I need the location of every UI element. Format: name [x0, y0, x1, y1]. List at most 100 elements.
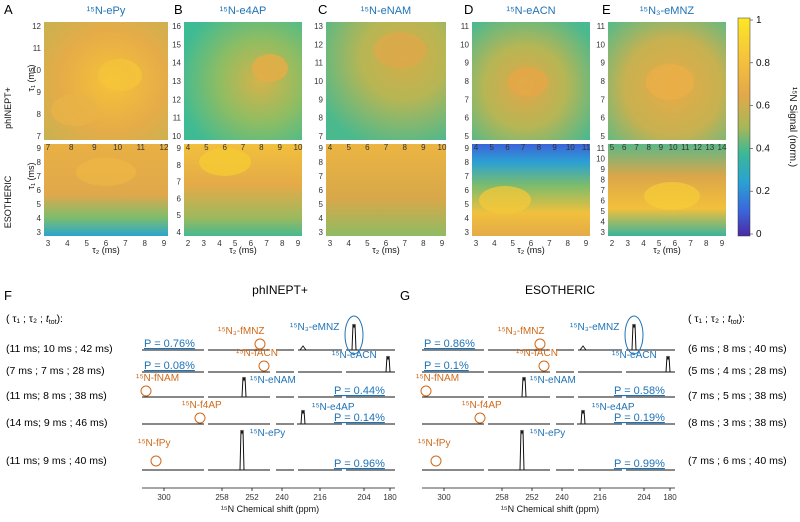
chemical-shift-axis-label: ¹⁵N Chemical shift (ppm) [221, 504, 319, 514]
x-tick-label: 4 [186, 143, 191, 152]
y-tick-label: 5 [601, 132, 606, 141]
x-tick-label: 9 [584, 239, 589, 248]
y-tick-label: 10 [596, 40, 605, 49]
f-species-circle [254, 338, 266, 350]
spectrum-peak [579, 345, 587, 351]
x-tick-label: 7 [264, 239, 269, 248]
contour-hotspot [644, 182, 700, 210]
polarization-value: P = 0.44% [334, 385, 385, 397]
y-tick-label: 9 [601, 165, 606, 174]
panel-letters: A B C D E F G [4, 2, 611, 303]
x-tick-label: 8 [280, 239, 285, 248]
x-tick-label: 5 [84, 239, 89, 248]
x-tick-label: 9 [277, 143, 282, 152]
colorbar: 1 0.8 0.6 0.4 0.2 0 ¹⁵N Signal (norm.) [737, 15, 798, 240]
y-tick-label: 9 [37, 88, 42, 97]
panel-letter-e: E [602, 2, 611, 17]
y-tick-label: 10 [314, 77, 323, 86]
axis-tick-label: 252 [525, 493, 539, 502]
axis-tick-label: 258 [495, 493, 509, 502]
x-tick-label: 8 [142, 239, 147, 248]
y-tick-label: 8 [601, 176, 606, 185]
contour-hotspot [479, 186, 531, 214]
spectrum-peak [238, 376, 250, 398]
axis-tick-label: 180 [663, 493, 677, 502]
axis-tick-label: 216 [313, 493, 327, 502]
y-tick-label: 6 [37, 186, 42, 195]
spectrum-peak [382, 355, 394, 373]
y-tick-label: 6 [319, 186, 324, 195]
spectra-panel-f: phINEPT+ ( τ₁ ; τ₂ ; ttot): (11 ms; 10 ms … [6, 283, 397, 514]
y-tick-label: 5 [601, 207, 606, 216]
x-axis-label: τ₂ (ms) [653, 245, 681, 255]
y-tick-label: 12 [32, 22, 41, 31]
x-tick-label: 6 [365, 143, 370, 152]
x-axis-label: τ₂ (ms) [372, 245, 400, 255]
contour-map-epy-esotheric [44, 144, 168, 236]
params-header: ( τ₁ ; τ₂ ; ttot): [688, 313, 745, 326]
x-tick-label: 8 [704, 239, 709, 248]
e-species-label: ¹⁵N-eACN [612, 350, 657, 361]
colorbar-tick-label: 0.2 [756, 186, 770, 197]
x-tick-label: 10 [566, 143, 575, 152]
y-tick-label: 12 [314, 40, 323, 49]
e-species-label: ¹⁵N-eNAM [250, 375, 296, 386]
x-axis-label: τ₂ (ms) [92, 245, 120, 255]
y-tick-label: 13 [314, 22, 323, 31]
x-tick-label: 7 [123, 239, 128, 248]
y-tick-label: 11 [597, 144, 606, 153]
polarization-value: P = 0.14% [334, 412, 385, 424]
chemical-shift-axis-label: ¹⁵N Chemical shift (ppm) [501, 504, 599, 514]
x-tick-label: 10 [438, 143, 447, 152]
x-tick-label: 11 [137, 143, 146, 152]
y-tick-label: 3 [319, 228, 324, 237]
y-tick-label: 4 [465, 214, 470, 223]
y-tick-label: 3 [465, 228, 470, 237]
y-tick-label: 6 [465, 186, 470, 195]
x-tick-label: 6 [505, 143, 510, 152]
y-tick-label: 16 [172, 22, 181, 31]
contour-hotspot [646, 64, 694, 100]
x-tick-label: 8 [646, 143, 651, 152]
contour-map-e4ap-phinept [184, 22, 302, 140]
spectrum-peak [299, 345, 307, 351]
e-species-label: ¹⁵N-ePy [250, 428, 285, 439]
axis-tick-label: 300 [157, 493, 171, 502]
e-species-label: ¹⁵N₃-eMNZ [290, 322, 339, 333]
x-tick-label: 7 [241, 143, 246, 152]
y-tick-label: 7 [177, 178, 182, 187]
y-tick-label: 11 [173, 114, 182, 123]
x-tick-label: 9 [440, 239, 445, 248]
x-tick-label: 8 [69, 143, 74, 152]
y-tick-label: 8 [37, 158, 42, 167]
row-params: (7 ms ; 5 ms ; 38 ms) [688, 390, 787, 402]
x-tick-label: 14 [718, 143, 727, 152]
x-tick-label: 6 [673, 239, 678, 248]
x-tick-label: 4 [346, 239, 351, 248]
map-title: ¹⁵N-e4AP [220, 5, 267, 17]
y-tick-label: 9 [177, 144, 182, 153]
colorbar-tick-label: 1 [756, 15, 762, 26]
x-tick-label: 6 [384, 239, 389, 248]
f-species-label: ¹⁵N-fNAM [416, 373, 459, 384]
polarization-value: P = 0.19% [614, 412, 665, 424]
axis-tick-label: 240 [275, 493, 289, 502]
x-tick-label: 4 [217, 239, 222, 248]
colorbar-gradient [737, 17, 751, 237]
y-tick-label: 8 [465, 158, 470, 167]
f-species-circle [194, 412, 206, 424]
map-title: ¹⁵N-eNAM [361, 5, 411, 17]
x-tick-label: 6 [622, 143, 627, 152]
panel-letter-a: A [4, 2, 13, 17]
y-tick-label: 7 [319, 132, 324, 141]
y-tick-label: 8 [37, 110, 42, 119]
f-species-label: ¹⁵N₃-fMNZ [218, 326, 265, 337]
contour-hotspot [374, 32, 426, 68]
f-species-circle [420, 385, 432, 397]
y-tick-label: 13 [172, 77, 181, 86]
x-tick-label: 4 [641, 239, 646, 248]
contour-hotspot [252, 54, 288, 82]
e-species-label: ¹⁵N-e4AP [312, 402, 355, 413]
